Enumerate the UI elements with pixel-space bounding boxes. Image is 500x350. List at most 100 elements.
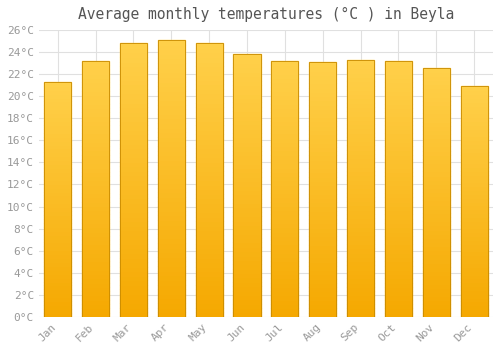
- Bar: [158, 178, 185, 183]
- Bar: [271, 244, 298, 248]
- Bar: [460, 136, 488, 140]
- Bar: [422, 209, 450, 213]
- Bar: [460, 221, 488, 225]
- Bar: [271, 266, 298, 270]
- Bar: [271, 150, 298, 155]
- Bar: [82, 300, 109, 304]
- Bar: [460, 105, 488, 109]
- Bar: [82, 189, 109, 193]
- Bar: [120, 43, 147, 317]
- Bar: [158, 261, 185, 266]
- Bar: [422, 188, 450, 192]
- Bar: [347, 60, 374, 64]
- Bar: [271, 300, 298, 304]
- Bar: [44, 141, 72, 145]
- Bar: [234, 243, 260, 247]
- Bar: [82, 193, 109, 197]
- Bar: [158, 128, 185, 132]
- Bar: [158, 234, 185, 238]
- Bar: [120, 175, 147, 180]
- Bar: [44, 82, 72, 86]
- Bar: [422, 72, 450, 76]
- Bar: [460, 282, 488, 286]
- Bar: [196, 212, 223, 217]
- Bar: [234, 247, 260, 251]
- Bar: [309, 253, 336, 257]
- Bar: [422, 250, 450, 254]
- Bar: [460, 86, 488, 90]
- Bar: [120, 198, 147, 203]
- Bar: [385, 193, 412, 197]
- Bar: [120, 134, 147, 139]
- Bar: [82, 308, 109, 313]
- Bar: [385, 142, 412, 146]
- Bar: [309, 300, 336, 304]
- Bar: [460, 113, 488, 117]
- Bar: [422, 109, 450, 113]
- Bar: [196, 84, 223, 89]
- Bar: [385, 78, 412, 82]
- Bar: [271, 261, 298, 266]
- Bar: [158, 123, 185, 128]
- Bar: [460, 313, 488, 317]
- Bar: [347, 205, 374, 210]
- Bar: [82, 74, 109, 78]
- Bar: [44, 90, 72, 94]
- Bar: [44, 94, 72, 98]
- Bar: [422, 196, 450, 201]
- Bar: [347, 180, 374, 184]
- Bar: [422, 147, 450, 150]
- Bar: [82, 61, 109, 317]
- Bar: [82, 313, 109, 317]
- Bar: [120, 253, 147, 258]
- Bar: [234, 68, 260, 72]
- Bar: [82, 82, 109, 86]
- Bar: [44, 266, 72, 270]
- Bar: [158, 40, 185, 317]
- Bar: [196, 253, 223, 258]
- Bar: [44, 238, 72, 243]
- Bar: [234, 173, 260, 177]
- Bar: [347, 231, 374, 236]
- Bar: [385, 231, 412, 236]
- Bar: [158, 91, 185, 95]
- Bar: [385, 99, 412, 104]
- Bar: [234, 256, 260, 260]
- Bar: [82, 117, 109, 121]
- Bar: [385, 172, 412, 176]
- Bar: [158, 146, 185, 151]
- Bar: [460, 225, 488, 229]
- Bar: [82, 266, 109, 270]
- Bar: [44, 152, 72, 156]
- Bar: [309, 274, 336, 279]
- Bar: [309, 83, 336, 88]
- Bar: [309, 236, 336, 240]
- Bar: [120, 239, 147, 244]
- Bar: [309, 240, 336, 245]
- Bar: [234, 133, 260, 138]
- Bar: [309, 296, 336, 300]
- Bar: [120, 203, 147, 208]
- Bar: [347, 158, 374, 163]
- Bar: [309, 304, 336, 308]
- Bar: [347, 85, 374, 90]
- Bar: [158, 86, 185, 91]
- Bar: [234, 142, 260, 146]
- Bar: [347, 133, 374, 137]
- Bar: [196, 144, 223, 148]
- Bar: [309, 249, 336, 253]
- Bar: [347, 64, 374, 68]
- Bar: [385, 279, 412, 283]
- Bar: [234, 290, 260, 295]
- Bar: [196, 107, 223, 112]
- Bar: [196, 235, 223, 239]
- Bar: [385, 138, 412, 142]
- Bar: [347, 146, 374, 150]
- Bar: [309, 117, 336, 121]
- Bar: [196, 285, 223, 289]
- Bar: [271, 248, 298, 253]
- Bar: [120, 294, 147, 299]
- Bar: [120, 153, 147, 157]
- Bar: [82, 270, 109, 274]
- Bar: [120, 98, 147, 103]
